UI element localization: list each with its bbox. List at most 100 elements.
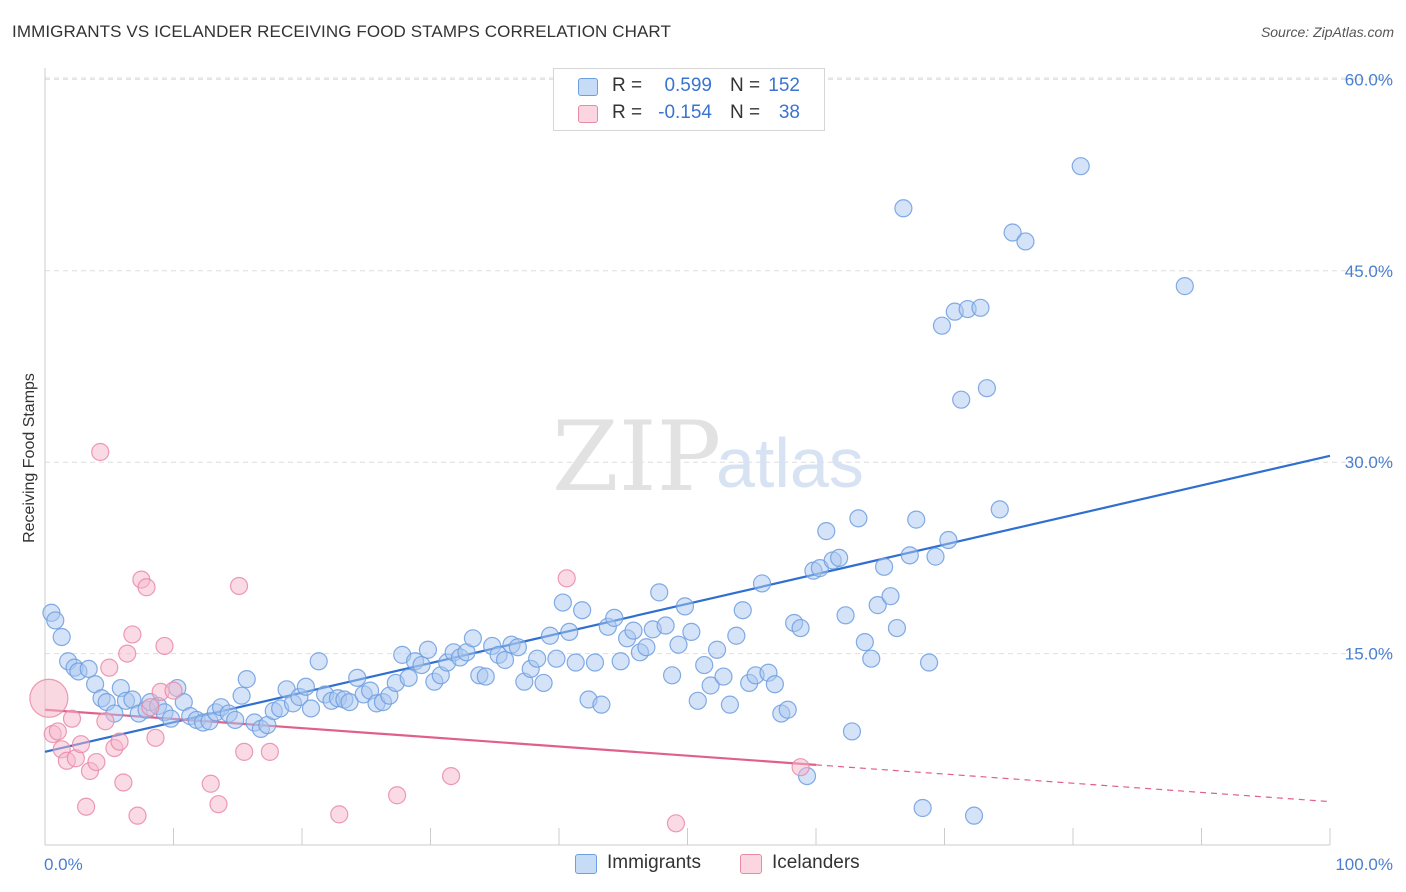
- x-tick-label: 0.0%: [44, 855, 83, 874]
- y-tick-label: 30.0%: [1345, 453, 1393, 472]
- watermark-atlas: atlas: [716, 424, 864, 502]
- immigrants-point: [52, 627, 71, 647]
- immigrants-point: [855, 633, 874, 652]
- immigrants-point: [727, 626, 746, 645]
- immigrants-point: [547, 649, 566, 668]
- immigrants-point: [528, 649, 547, 668]
- immigrants-point: [862, 649, 881, 668]
- immigrants-point: [894, 199, 913, 218]
- legend-row-icelanders: R = -0.154 N = 38: [554, 101, 824, 127]
- bottom-legend-icelanders[interactable]: Icelanders: [740, 852, 900, 876]
- icelanders-point: [118, 644, 137, 663]
- immigrants-point: [971, 298, 990, 317]
- immigrants-point: [875, 557, 894, 576]
- immigrants-point: [237, 670, 256, 689]
- immigrants-point: [605, 608, 624, 627]
- immigrants-point: [919, 653, 939, 672]
- legend-r-value: 0.599: [664, 75, 712, 96]
- immigrants-point: [566, 653, 585, 672]
- immigrants-point: [656, 616, 675, 635]
- y-tick-label: 60.0%: [1345, 70, 1393, 89]
- icelanders-point: [209, 795, 228, 814]
- immigrants-point: [830, 548, 849, 568]
- icelanders-point: [91, 442, 110, 462]
- trend-line-icelanders-extension: [815, 764, 1331, 803]
- correlation-legend: R = 0.599 N = 152 R = -0.154 N = 38: [553, 68, 825, 131]
- immigrants-point: [463, 629, 483, 648]
- icelanders-swatch: [578, 105, 598, 123]
- legend-n-label: N =: [730, 75, 761, 96]
- data-points: [29, 157, 1194, 833]
- icelanders-point: [164, 681, 183, 700]
- immigrants-point: [669, 635, 688, 654]
- icelanders-point: [441, 766, 461, 786]
- immigrants-point: [714, 667, 733, 686]
- immigrants-point: [675, 597, 695, 616]
- icelanders-point: [87, 752, 106, 772]
- immigrants-point: [624, 621, 643, 640]
- bottom-legend-immigrants[interactable]: Immigrants: [575, 852, 735, 876]
- immigrants-point: [232, 686, 251, 705]
- immigrants-point: [399, 668, 418, 687]
- immigrants-point: [752, 574, 772, 593]
- immigrants-point: [842, 722, 862, 741]
- y-tick-label: 45.0%: [1345, 262, 1393, 281]
- icelanders-point: [141, 698, 160, 717]
- icelanders-point: [71, 735, 91, 754]
- immigrants-point: [592, 695, 611, 714]
- y-tick-label: 15.0%: [1345, 645, 1393, 664]
- immigrants-point: [476, 667, 495, 686]
- immigrants-point: [418, 640, 438, 659]
- icelanders-point: [77, 797, 96, 816]
- immigrants-point: [296, 677, 315, 696]
- immigrants-point: [573, 601, 592, 620]
- icelanders-point: [666, 814, 686, 833]
- immigrants-point: [1003, 223, 1022, 242]
- grid-lines: [45, 77, 1395, 655]
- immigrants-point: [900, 546, 919, 565]
- immigrants-point: [1175, 277, 1194, 296]
- immigrants-point: [765, 675, 784, 694]
- immigrants-point: [707, 640, 727, 659]
- immigrants-point: [932, 316, 952, 335]
- icelanders-point: [235, 742, 254, 761]
- immigrants-point: [560, 622, 579, 642]
- icelanders-point: [96, 712, 115, 731]
- immigrants-point: [301, 699, 321, 718]
- immigrants-point: [534, 673, 553, 693]
- immigrants-point: [881, 587, 900, 606]
- immigrants-point: [926, 547, 945, 566]
- immigrants-point: [412, 655, 431, 675]
- immigrants-point: [348, 668, 367, 687]
- legend-row-immigrants: R = 0.599 N = 152: [554, 74, 824, 100]
- immigrants-point: [887, 618, 907, 638]
- immigrants-point: [952, 390, 971, 409]
- immigrants-point: [585, 653, 605, 672]
- immigrants-point: [688, 691, 707, 710]
- immigrants-point: [540, 626, 560, 645]
- immigrants-point: [682, 622, 701, 642]
- icelanders-legend-label: Icelanders: [772, 852, 860, 873]
- immigrants-point: [46, 611, 65, 630]
- immigrants-point: [836, 606, 855, 625]
- immigrants-point: [508, 638, 527, 657]
- icelanders-point: [330, 805, 349, 824]
- immigrants-point: [611, 652, 630, 671]
- icelanders-point: [260, 742, 279, 761]
- icelanders-point: [62, 709, 82, 728]
- immigrants-point: [939, 530, 958, 550]
- x-tick-label: 100.0%: [1335, 855, 1393, 874]
- immigrants-point: [637, 638, 656, 657]
- immigrants-point: [1016, 232, 1035, 251]
- chart-title: IMMIGRANTS VS ICELANDER RECEIVING FOOD S…: [12, 22, 671, 41]
- icelanders-legend-swatch: [740, 854, 762, 874]
- icelanders-point: [146, 728, 165, 747]
- immigrants-point: [340, 692, 359, 712]
- immigrants-point: [977, 379, 997, 398]
- legend-r-label: R =: [612, 102, 643, 123]
- icelanders-point: [123, 625, 142, 644]
- watermark-zip: ZIP: [552, 401, 721, 513]
- icelanders-point: [48, 722, 67, 741]
- immigrants-point: [662, 666, 682, 685]
- icelanders-point: [137, 578, 156, 597]
